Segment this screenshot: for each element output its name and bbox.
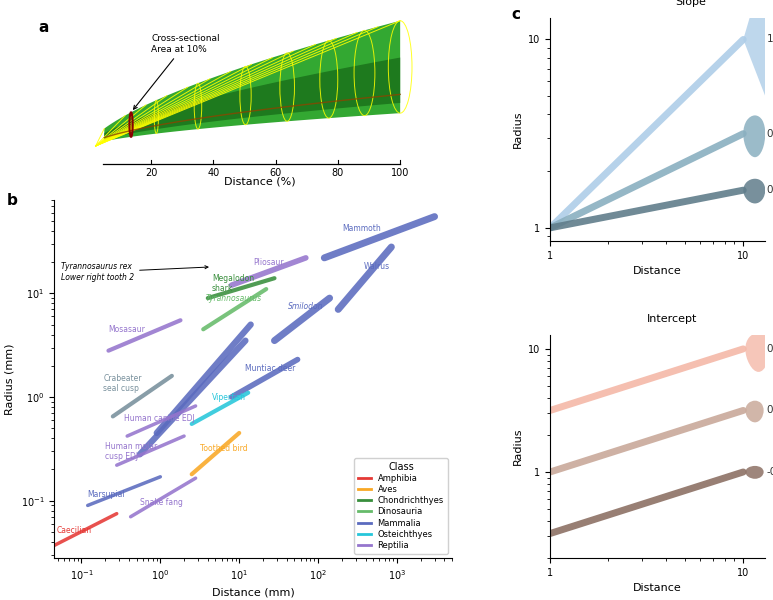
X-axis label: Distance: Distance: [633, 583, 682, 593]
Text: Megalodon
shark: Megalodon shark: [212, 274, 254, 293]
Text: Distance (%): Distance (%): [224, 177, 296, 187]
Text: Crabeater
seal cusp: Crabeater seal cusp: [104, 374, 142, 393]
Ellipse shape: [744, 179, 765, 203]
Y-axis label: Radius (mm): Radius (mm): [5, 343, 15, 415]
Text: Human molar
cusp EDJ: Human molar cusp EDJ: [105, 442, 158, 461]
Y-axis label: Radius: Radius: [512, 111, 523, 148]
Y-axis label: Radius: Radius: [512, 428, 523, 465]
Text: Human canine EDJ: Human canine EDJ: [124, 414, 195, 423]
Text: Toothed bird: Toothed bird: [200, 444, 248, 453]
X-axis label: Distance (mm): Distance (mm): [212, 587, 295, 597]
Text: 60: 60: [270, 168, 281, 178]
Text: Tyrannosaurus rex
Lower right tooth 2: Tyrannosaurus rex Lower right tooth 2: [61, 262, 208, 282]
Text: Snake fang: Snake fang: [140, 499, 182, 508]
Text: Mosasaur: Mosasaur: [108, 325, 145, 334]
Polygon shape: [104, 58, 400, 139]
Text: Muntiac deer: Muntiac deer: [246, 364, 296, 373]
Text: 40: 40: [207, 168, 220, 178]
Text: Intercept: Intercept: [647, 314, 697, 324]
Text: 1.0: 1.0: [767, 34, 773, 44]
Text: 0.2: 0.2: [767, 185, 773, 195]
Text: Viperfish: Viperfish: [212, 392, 246, 401]
Ellipse shape: [744, 115, 765, 157]
Text: Cross-sectional
Area at 10%: Cross-sectional Area at 10%: [134, 34, 220, 109]
Text: Marsupial: Marsupial: [87, 490, 125, 499]
Text: a: a: [38, 20, 49, 35]
Text: Walrus: Walrus: [364, 262, 390, 271]
Text: Pliosaur: Pliosaur: [253, 257, 284, 266]
X-axis label: Distance: Distance: [633, 266, 682, 277]
Text: 0.5: 0.5: [767, 128, 773, 139]
Text: 20: 20: [145, 168, 157, 178]
Text: Mammoth: Mammoth: [342, 224, 380, 233]
Text: Tyrannosaurus: Tyrannosaurus: [206, 293, 262, 302]
Ellipse shape: [745, 401, 764, 422]
Legend: Amphibia, Aves, Chondrichthyes, Dinosauria, Mammalia, Osteichthyes, Reptilia: Amphibia, Aves, Chondrichthyes, Dinosaur…: [354, 458, 448, 554]
Text: b: b: [6, 193, 17, 208]
Ellipse shape: [745, 466, 764, 479]
Text: -0.5: -0.5: [767, 467, 773, 477]
Text: 0.5: 0.5: [767, 344, 773, 354]
Text: 0.0: 0.0: [767, 406, 773, 415]
Polygon shape: [104, 21, 400, 141]
Text: Smilodon: Smilodon: [288, 302, 324, 311]
Text: 80: 80: [332, 168, 344, 178]
Text: Slope: Slope: [675, 0, 706, 7]
Text: 100: 100: [391, 168, 410, 178]
Ellipse shape: [745, 333, 770, 372]
Text: c: c: [512, 7, 520, 22]
Text: Caecilian: Caecilian: [56, 526, 91, 535]
Polygon shape: [744, 0, 765, 96]
